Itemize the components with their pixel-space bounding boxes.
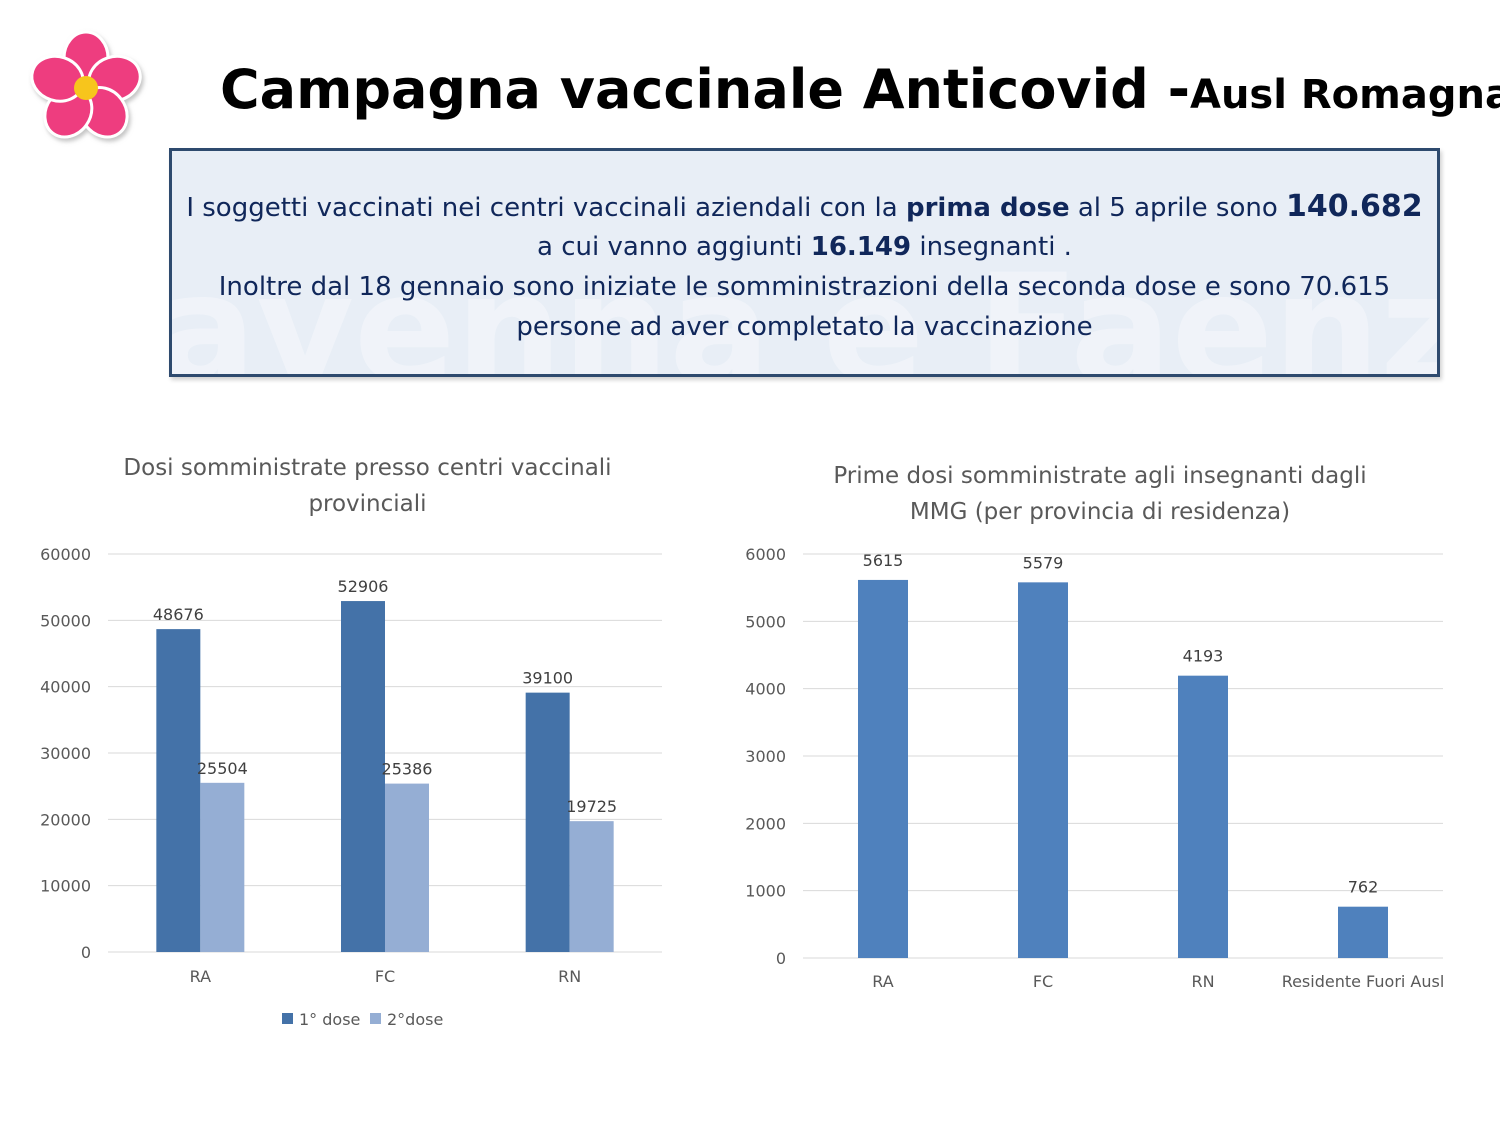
chart2-teachers-by-province: 0 1000 2000 3000 4000 5000 6000 5615 RA 5579 FC 419… (745, 545, 1445, 991)
y-tick-label: 0 (776, 949, 786, 968)
summary-text: insegnanti . (911, 232, 1072, 262)
data-label: 39100 (522, 669, 573, 688)
summary-text: a cui vanno aggiunti (537, 232, 811, 262)
teachers-total: 16.149 (810, 232, 912, 262)
chart1-title-line2: provinciali (308, 491, 427, 517)
y-tick-label: 60000 (40, 545, 91, 564)
watermark: Ravenna e Faenza (172, 243, 1437, 374)
legend-swatch (282, 1013, 293, 1024)
y-tick-label: 30000 (40, 744, 91, 763)
first-dose-total: 140.682 (1286, 189, 1423, 224)
y-tick-label: 10000 (40, 877, 91, 896)
bar-dose2 (385, 783, 429, 952)
summary-line-3: Inoltre dal 18 gennaio sono iniziate le … (218, 272, 1391, 302)
page-title: Campagna vaccinale Anticovid -Ausl Romag… (220, 58, 1500, 138)
data-label: 52906 (338, 577, 389, 596)
bar-dose1 (341, 601, 385, 952)
bar (1178, 675, 1228, 958)
data-label: 5579 (1023, 553, 1064, 572)
y-tick-label: 1000 (745, 882, 786, 901)
chart1-title: Dosi somministrate presso centri vaccina… (60, 450, 675, 522)
bar-dose2 (200, 782, 245, 952)
chart2-title-line1: Prime dosi somministrate agli insegnanti… (833, 463, 1367, 489)
x-tick-label: RN (1191, 972, 1214, 991)
bar-dose2 (569, 821, 614, 952)
y-tick-label: 2000 (745, 814, 786, 833)
y-tick-label: 0 (81, 943, 91, 962)
bar (1338, 906, 1388, 958)
legend-label: 2°dose (387, 1010, 443, 1029)
summary-box: Ravenna e Faenza I soggetti vaccinati ne… (169, 148, 1440, 377)
legend-swatch (370, 1013, 381, 1024)
y-tick-label: 20000 (40, 810, 91, 829)
title-sub: Ausl Romagna (1190, 72, 1500, 118)
summary-line-2: a cui vanno aggiunti 16.149 insegnanti . (172, 231, 1437, 263)
data-label: 25504 (197, 759, 248, 778)
data-label: 4193 (1183, 647, 1224, 666)
flower-logo (28, 28, 148, 148)
y-tick-label: 3000 (745, 747, 786, 766)
legend-label: 1° dose (299, 1010, 360, 1029)
data-label: 48676 (153, 605, 204, 624)
y-tick-label: 6000 (745, 545, 786, 564)
x-tick-label: FC (1033, 972, 1053, 991)
data-label: 5615 (863, 551, 904, 570)
bar-dose1 (156, 629, 201, 952)
bar (1018, 582, 1068, 958)
title-main: Campagna vaccinale Anticovid - (220, 58, 1190, 121)
y-tick-label: 5000 (745, 612, 786, 631)
data-label: 25386 (382, 760, 433, 779)
summary-bold: prima dose (905, 193, 1070, 223)
x-tick-label: RA (190, 967, 211, 986)
summary-line-1: I soggetti vaccinati nei centri vaccinal… (172, 191, 1437, 224)
x-tick-label: Residente Fuori Ausl (1282, 972, 1445, 991)
y-tick-label: 4000 (745, 680, 786, 699)
chart1-title-line1: Dosi somministrate presso centri vaccina… (123, 455, 612, 481)
bar-dose1 (525, 692, 570, 952)
x-tick-label: RN (558, 967, 581, 986)
watermark-text: Ravenna e Faenza (172, 243, 1437, 374)
summary-text: I soggetti vaccinati nei centri vaccinal… (186, 193, 906, 223)
data-label: 762 (1348, 878, 1379, 897)
chart2-title: Prime dosi somministrate agli insegnanti… (760, 458, 1440, 530)
summary-line-4: persone ad aver completato la vaccinazio… (516, 312, 1093, 342)
bar (858, 579, 908, 958)
x-tick-label: RA (872, 972, 893, 991)
data-label: 19725 (566, 797, 617, 816)
chart2-title-line2: MMG (per provincia di residenza) (909, 499, 1291, 525)
x-tick-label: FC (375, 967, 395, 986)
y-tick-label: 40000 (40, 678, 91, 697)
y-tick-label: 50000 (40, 611, 91, 630)
chart1-doses-by-province: 0 10000 20000 30000 40000 50000 60000 RA 48676 25… (40, 545, 662, 1029)
summary-text: al 5 aprile sono (1069, 193, 1287, 223)
